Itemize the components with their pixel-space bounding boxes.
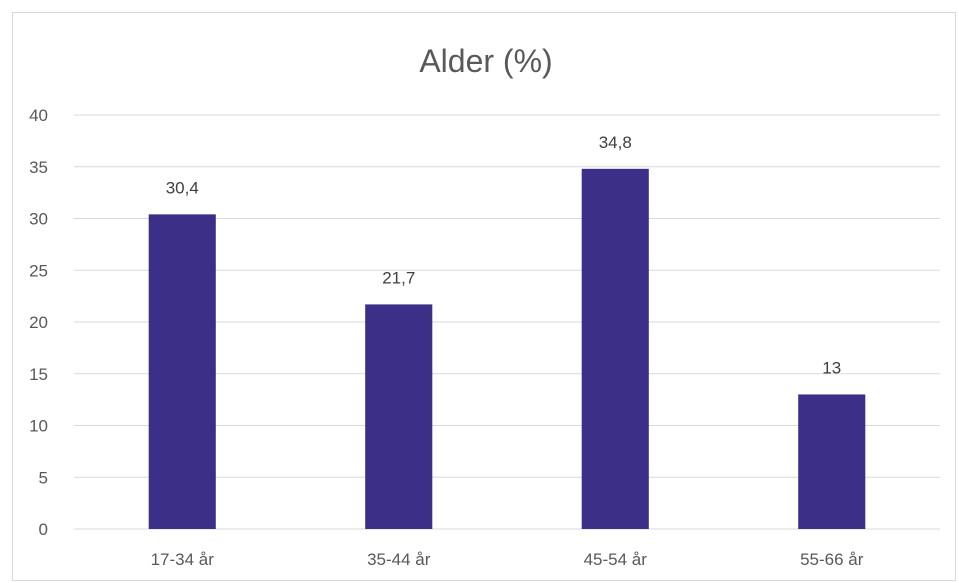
bars (148, 168, 866, 530)
y-tick-label: 5 (39, 468, 48, 487)
bar (365, 304, 433, 529)
bar (798, 394, 866, 529)
y-tick-label: 25 (29, 261, 48, 280)
data-label: 21,7 (382, 268, 415, 287)
y-tick-label: 30 (29, 210, 48, 229)
y-axis-ticks: 0 5 10 15 20 25 30 35 40 (29, 106, 48, 539)
y-tick-label: 10 (29, 417, 48, 436)
y-tick-label: 0 (39, 520, 48, 539)
x-tick-label: 35-44 år (367, 550, 431, 569)
y-tick-label: 15 (29, 365, 48, 384)
y-tick-label: 35 (29, 158, 48, 177)
y-tick-label: 20 (29, 313, 48, 332)
x-tick-label: 45-54 år (584, 550, 648, 569)
x-tick-label: 55-66 år (800, 550, 864, 569)
x-axis-ticks: 17-34 år 35-44 år 45-54 år 55-66 år (151, 550, 864, 569)
data-label: 30,4 (166, 178, 199, 197)
data-label: 34,8 (599, 133, 632, 152)
data-label: 13 (822, 358, 841, 377)
x-tick-label: 17-34 år (151, 550, 215, 569)
chart-title: Alder (%) (419, 43, 552, 79)
bar (581, 168, 649, 529)
gridlines (74, 114, 940, 530)
bar (148, 214, 216, 530)
data-labels: 30,4 21,7 34,8 13 (166, 133, 842, 378)
y-tick-label: 40 (29, 106, 48, 125)
